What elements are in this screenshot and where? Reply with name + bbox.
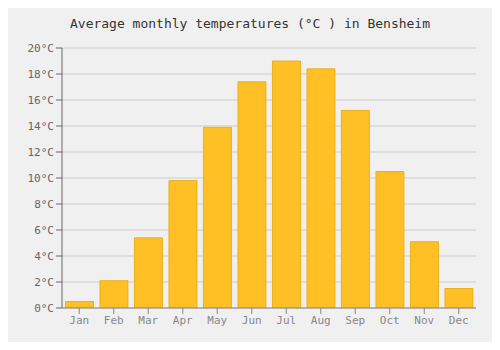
svg-text:8°C: 8°C bbox=[34, 198, 54, 211]
svg-text:Jun: Jun bbox=[242, 314, 262, 327]
svg-text:0°C: 0°C bbox=[34, 302, 54, 315]
svg-text:4°C: 4°C bbox=[34, 250, 54, 263]
svg-text:Aug: Aug bbox=[311, 314, 331, 327]
svg-text:16°C: 16°C bbox=[28, 94, 55, 107]
svg-text:Mar: Mar bbox=[138, 314, 158, 327]
svg-text:12°C: 12°C bbox=[28, 146, 55, 159]
svg-text:20°C: 20°C bbox=[28, 42, 55, 55]
svg-text:Nov: Nov bbox=[414, 314, 434, 327]
svg-text:18°C: 18°C bbox=[28, 68, 55, 81]
svg-text:Feb: Feb bbox=[104, 314, 124, 327]
svg-text:May: May bbox=[207, 314, 227, 327]
svg-text:Apr: Apr bbox=[173, 314, 193, 327]
svg-text:Oct: Oct bbox=[380, 314, 400, 327]
svg-text:6°C: 6°C bbox=[34, 224, 54, 237]
svg-text:Dec: Dec bbox=[449, 314, 469, 327]
html-text:Average monthly temperatures (: Average monthly temperatures (°C ) in Be… bbox=[70, 16, 430, 31]
svg-text:Jul: Jul bbox=[276, 314, 296, 327]
svg-text:14°C: 14°C bbox=[28, 120, 55, 133]
svg-text:Jan: Jan bbox=[69, 314, 89, 327]
svg-text:Sep: Sep bbox=[345, 314, 365, 327]
svg-text:10°C: 10°C bbox=[28, 172, 55, 185]
svg-text:2°C: 2°C bbox=[34, 276, 54, 289]
